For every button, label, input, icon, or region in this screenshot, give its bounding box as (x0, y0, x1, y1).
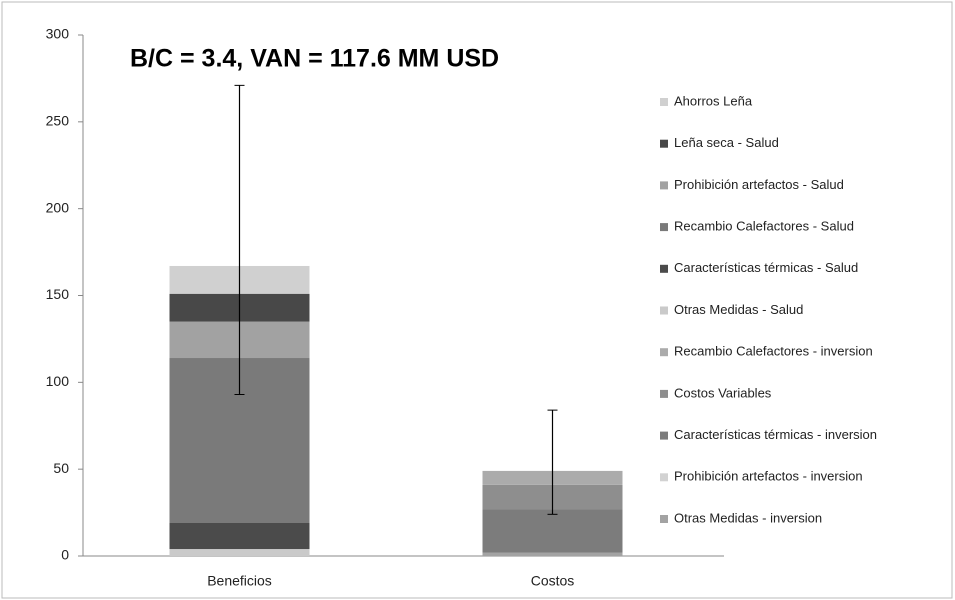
y-tick-label: 200 (46, 199, 70, 215)
bar-segment (482, 509, 623, 553)
legend-swatch (660, 98, 668, 106)
y-tick-label: 50 (53, 460, 69, 476)
legend-label: Prohibición artefactos - Salud (674, 177, 844, 192)
y-tick-label: 100 (46, 373, 70, 389)
legend-swatch (660, 181, 668, 190)
legend-label: Características térmicas - Salud (674, 260, 858, 275)
bar-segment (482, 552, 623, 556)
legend-swatch (660, 473, 668, 482)
legend-label: Costos Variables (674, 385, 772, 400)
x-tick-label: Costos (531, 573, 575, 589)
y-tick-label: 250 (46, 113, 70, 129)
legend-label: Otras Medidas - Salud (674, 302, 803, 317)
legend-label: Recambio Calefactores - Salud (674, 219, 854, 234)
legend-label: Características térmicas - inversion (674, 427, 877, 442)
y-tick-label: 300 (46, 26, 70, 42)
legend-swatch (660, 139, 668, 148)
legend-swatch (660, 264, 668, 273)
legend-label: Prohibición artefactos - inversion (674, 469, 863, 484)
x-tick-label: Beneficios (207, 573, 272, 589)
legend-label: Otras Medidas - inversion (674, 510, 822, 525)
legend-label: Recambio Calefactores - inversion (674, 344, 873, 359)
annotation: B/C = 3.4, VAN = 117.6 MM USD (130, 45, 499, 73)
y-tick-label: 150 (46, 286, 70, 302)
legend-swatch (660, 389, 668, 398)
y-tick-label: 0 (61, 547, 69, 563)
legend-swatch (660, 306, 668, 315)
legend-swatch (660, 515, 668, 523)
legend-label: Leña seca - Salud (674, 135, 779, 150)
legend-swatch (660, 223, 668, 232)
legend-swatch (660, 431, 668, 440)
legend-label: Ahorros Leña (674, 93, 753, 108)
bar-segment (169, 523, 310, 550)
bar-segment (169, 549, 310, 556)
legend-swatch (660, 348, 668, 357)
